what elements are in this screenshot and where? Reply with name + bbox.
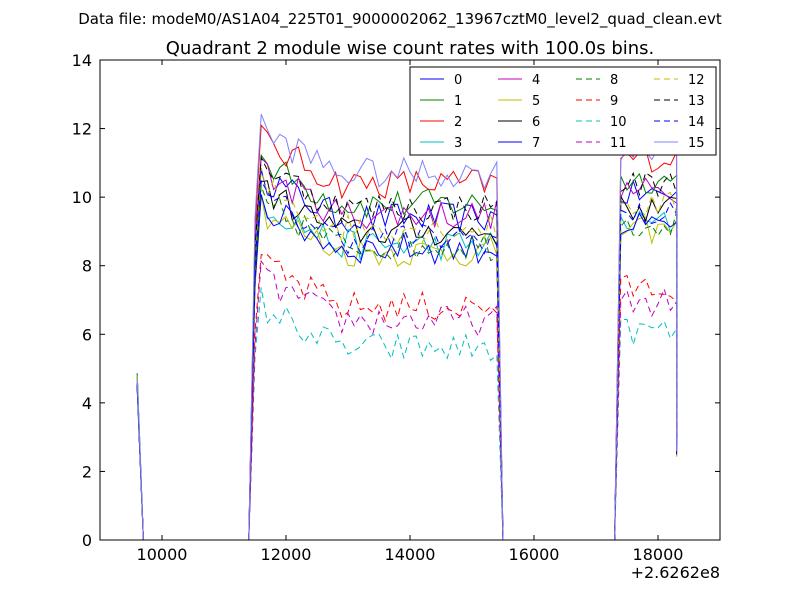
- y-tick-label: 2: [82, 462, 92, 481]
- legend-label-12: 12: [688, 73, 705, 88]
- x-tick-label: 18000: [633, 545, 684, 564]
- legend-label-15: 15: [688, 136, 705, 151]
- series-line-9: [136, 254, 678, 541]
- legend-label-2: 2: [454, 115, 462, 130]
- legend-frame: [409, 66, 717, 156]
- series-line-7: [136, 194, 678, 541]
- legend-label-7: 7: [532, 136, 540, 151]
- legend-label-4: 4: [532, 73, 540, 88]
- y-tick-label: 0: [82, 531, 92, 550]
- legend-label-0: 0: [454, 73, 462, 88]
- legend-label-14: 14: [688, 115, 705, 130]
- series-line-1: [136, 153, 678, 541]
- series-line-11: [136, 259, 678, 541]
- series-line-13: [136, 155, 678, 541]
- legend-label-8: 8: [610, 73, 618, 88]
- legend-label-1: 1: [454, 94, 462, 109]
- x-tick-label: 16000: [509, 545, 560, 564]
- legend-label-9: 9: [610, 94, 618, 109]
- x-tick-label: 12000: [261, 545, 312, 564]
- x-offset-label: +2.6262e8: [631, 563, 720, 582]
- series-line-6: [136, 180, 678, 541]
- chart-title: Quadrant 2 module wise count rates with …: [166, 38, 655, 59]
- chart-suptitle: Data file: modeM0/AS1A04_225T01_90000020…: [78, 10, 722, 29]
- series-line-10: [136, 287, 678, 541]
- y-tick-label: 4: [82, 394, 92, 413]
- legend-label-11: 11: [610, 136, 627, 151]
- x-tick-label: 10000: [137, 545, 188, 564]
- series-line-4: [136, 156, 678, 541]
- legend-label-10: 10: [610, 115, 627, 130]
- y-tick-label: 8: [82, 257, 92, 276]
- series-line-3: [136, 195, 678, 541]
- y-tick-label: 14: [72, 51, 92, 70]
- y-tick-label: 6: [82, 325, 92, 344]
- series-line-14: [136, 179, 678, 541]
- legend-label-13: 13: [688, 94, 705, 109]
- series-line-12: [136, 167, 678, 541]
- legend-label-6: 6: [532, 115, 540, 130]
- x-tick-label: 14000: [385, 545, 436, 564]
- series-line-5: [136, 194, 678, 541]
- y-tick-label: 10: [72, 188, 92, 207]
- y-tick-label: 12: [72, 120, 92, 139]
- legend-label-5: 5: [532, 94, 540, 109]
- legend-label-3: 3: [454, 136, 462, 151]
- plot-frame: [99, 59, 721, 541]
